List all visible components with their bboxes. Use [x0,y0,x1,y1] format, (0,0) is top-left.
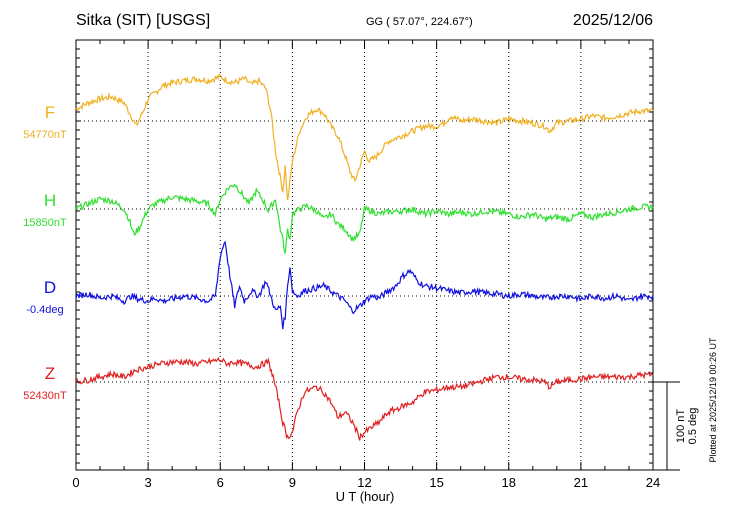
scale-bar [653,381,680,471]
station-title: Sitka (SIT) [USGS] [76,12,210,29]
series-line-h [75,183,654,254]
grid [147,40,582,470]
series-line-f [75,73,654,201]
series-name-h: H [44,191,56,210]
series-line-d [75,240,654,330]
traces [75,73,654,441]
x-tick-label: 21 [574,475,588,490]
x-tick-label: 15 [429,475,443,490]
x-tick-label: 3 [145,475,152,490]
x-tick-label: 18 [502,475,516,490]
date-label: 2025/12/06 [573,12,653,29]
series-baseline-z: 52430nT [23,390,67,402]
x-tick-label: 0 [72,475,79,490]
plotted-note: Plotted at 2025/12/19 00:26 UT [708,337,718,463]
series-baseline-d: -0.4deg [26,304,63,316]
station-coords: GG ( 57.07°, 224.67°) [366,16,473,28]
scale-deg-label: 0.5 deg [687,408,699,445]
x-axis-title: U T (hour) [336,489,395,504]
series-baseline-f: 54770nT [23,129,67,141]
x-ticks [75,39,654,470]
scale-nt-label: 100 nT [675,409,687,444]
x-tick-label: 24 [646,475,660,490]
series-baseline-h: 15850nT [23,217,67,229]
x-tick-label: 6 [217,475,224,490]
series-line-z [75,356,654,441]
x-tick-label: 12 [357,475,371,490]
x-tick-label: 9 [289,475,296,490]
series-labels: F 54770nT H 15850nT D -0.4deg Z 52430nT [23,103,67,402]
series-name-z: Z [45,364,55,383]
x-tick-labels: 0 3 6 9 12 15 18 21 24 [72,475,660,490]
series-name-d: D [44,278,56,297]
series-name-f: F [45,103,55,122]
